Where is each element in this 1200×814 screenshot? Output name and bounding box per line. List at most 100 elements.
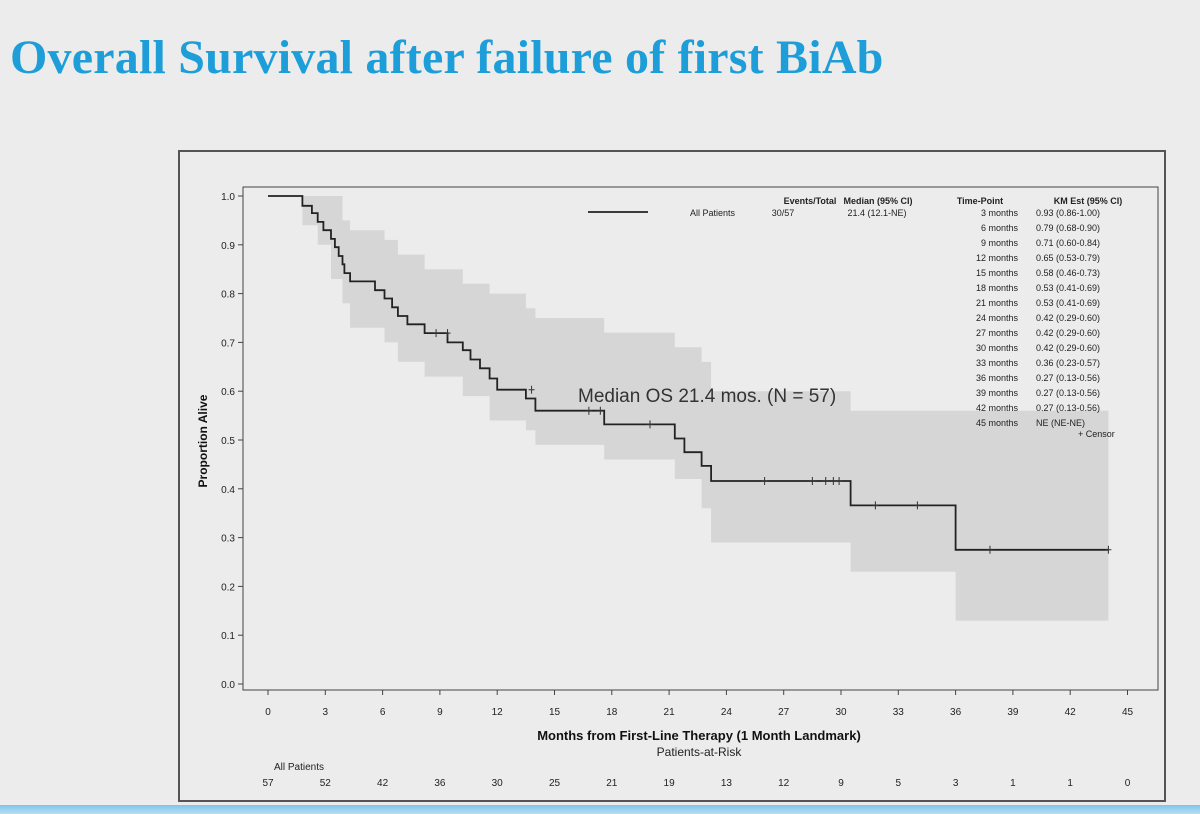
km-curve-all-patients <box>268 195 1109 551</box>
x-tick-label: 9 <box>437 707 443 718</box>
legend-timepoint: 12 months <box>976 253 1019 263</box>
x-tick-label: 45 <box>1122 707 1134 718</box>
legend-timepoint: 21 months <box>976 298 1019 308</box>
x-tick-label: 30 <box>835 707 847 718</box>
x-axis-label: Months from First-Line Therapy (1 Month … <box>537 728 861 743</box>
ci-band-layer <box>268 196 1109 621</box>
censor-mark <box>761 476 768 485</box>
x-tick-label: 12 <box>492 707 504 718</box>
y-tick-label: 0.5 <box>221 436 235 447</box>
plot-area-border <box>242 186 1159 691</box>
legend-timepoint: 3 months <box>981 208 1019 218</box>
legend-km-estimate: 0.71 (0.60-0.84) <box>1036 238 1100 248</box>
censor-mark <box>830 476 837 485</box>
y-tick-label: 0.7 <box>221 338 235 349</box>
legend-km-estimate: 0.27 (0.13-0.56) <box>1036 388 1100 398</box>
legend-timepoint: 45 months <box>976 418 1019 428</box>
legend-series-label: All Patients <box>690 208 736 218</box>
censor-mark <box>986 545 993 554</box>
x-tick-label: 21 <box>664 707 676 718</box>
legend-timepoint: 18 months <box>976 283 1019 293</box>
at-risk-count: 12 <box>778 778 790 789</box>
censor-mark <box>597 406 604 415</box>
legend-timepoint: 39 months <box>976 388 1019 398</box>
at-risk-count: 5 <box>896 778 902 789</box>
x-tick-label: 33 <box>893 707 905 718</box>
x-tick-label: 24 <box>721 707 733 718</box>
legend-timepoint: 36 months <box>976 373 1019 383</box>
ci-band <box>268 196 1109 621</box>
y-tick-label: 0.9 <box>221 241 235 252</box>
y-tick-label: 0.6 <box>221 387 235 398</box>
axes-layer: 0.00.10.20.30.40.50.60.70.80.91.00 3 6 9 12 1… <box>221 186 1159 718</box>
slide-title: Overall Survival after failure of first … <box>10 31 884 84</box>
legend-km-estimate: 0.42 (0.29-0.60) <box>1036 328 1100 338</box>
censor-mark <box>647 420 653 429</box>
legend-timepoint: 24 months <box>976 313 1019 323</box>
legend-timepoint: 6 months <box>981 223 1019 233</box>
y-tick-label: 0.3 <box>221 534 235 545</box>
censor-mark <box>822 476 829 485</box>
censor-mark <box>528 385 535 394</box>
legend-km-estimate: 0.79 (0.68-0.90) <box>1036 223 1100 233</box>
x-tick-label: 15 <box>549 707 561 718</box>
at-risk-count: 42 <box>377 778 389 789</box>
legend-km-estimate: 0.53 (0.41-0.69) <box>1036 298 1100 308</box>
censor-mark <box>433 329 440 338</box>
at-risk-count: 19 <box>664 778 676 789</box>
y-axis-label: Proportion Alive <box>196 394 210 487</box>
legend-timepoint: 30 months <box>976 343 1019 353</box>
legend-median-ci: 21.4 (12.1-NE) <box>847 208 906 218</box>
at-risk-count: 36 <box>434 778 446 789</box>
legend-timepoint: 27 months <box>976 328 1019 338</box>
x-tick-label: 6 <box>380 707 386 718</box>
at-risk-count: 1 <box>1010 778 1016 789</box>
censor-mark <box>809 476 816 485</box>
legend-events-total: 30/57 <box>772 208 795 218</box>
legend-header: KM Est (95% CI) <box>1054 196 1123 206</box>
legend-timepoint: 9 months <box>981 238 1019 248</box>
censor-mark <box>914 501 921 510</box>
y-tick-label: 1.0 <box>221 192 235 203</box>
censor-mark <box>872 501 879 510</box>
legend-km-estimate: 0.65 (0.53-0.79) <box>1036 253 1100 263</box>
y-tick-label: 0.0 <box>221 680 235 691</box>
x-tick-label: 39 <box>1007 707 1019 718</box>
x-tick-label: 42 <box>1065 707 1077 718</box>
y-tick-label: 0.2 <box>221 582 235 593</box>
at-risk-count: 13 <box>721 778 733 789</box>
legend-km-estimate: 0.42 (0.29-0.60) <box>1036 343 1100 353</box>
y-tick-label: 0.8 <box>221 290 235 301</box>
legend-km-estimate: 0.42 (0.29-0.60) <box>1036 313 1100 323</box>
km-curve-layer <box>268 195 1112 554</box>
at-risk-count: 30 <box>492 778 504 789</box>
at-risk-count: 25 <box>549 778 561 789</box>
at-risk-count: 21 <box>606 778 618 789</box>
legend-km-estimate: NE (NE-NE) <box>1036 418 1085 428</box>
x-tick-label: 18 <box>606 707 618 718</box>
legend-km-estimate: 0.53 (0.41-0.69) <box>1036 283 1100 293</box>
at-risk-count: 57 <box>262 778 274 789</box>
at-risk-label: All Patients <box>274 762 324 773</box>
legend-header: Median (95% CI) <box>843 196 912 206</box>
legend-timepoint: 42 months <box>976 403 1019 413</box>
at-risk-count: 52 <box>320 778 332 789</box>
x-tick-label: 27 <box>778 707 790 718</box>
legend-km-estimate: 0.27 (0.13-0.56) <box>1036 373 1100 383</box>
legend-km-estimate: 0.58 (0.46-0.73) <box>1036 268 1100 278</box>
y-tick-label: 0.1 <box>221 631 235 642</box>
legend-km-estimate: 0.93 (0.86-1.00) <box>1036 208 1100 218</box>
censor-mark <box>444 329 451 338</box>
legend-layer: Events/Total Median (95% CI) Time-Point KM … <box>588 196 1122 439</box>
x-tick-label: 3 <box>323 707 329 718</box>
at-risk-count: 0 <box>1125 778 1131 789</box>
censor-mark <box>585 406 592 415</box>
censor-mark <box>1105 545 1112 554</box>
at-risk-count: 3 <box>953 778 959 789</box>
legend-km-estimate: 0.27 (0.13-0.56) <box>1036 403 1100 413</box>
legend-timepoint: 15 months <box>976 268 1019 278</box>
footer-rule <box>0 805 1200 814</box>
legend-header: Time-Point <box>957 196 1003 206</box>
